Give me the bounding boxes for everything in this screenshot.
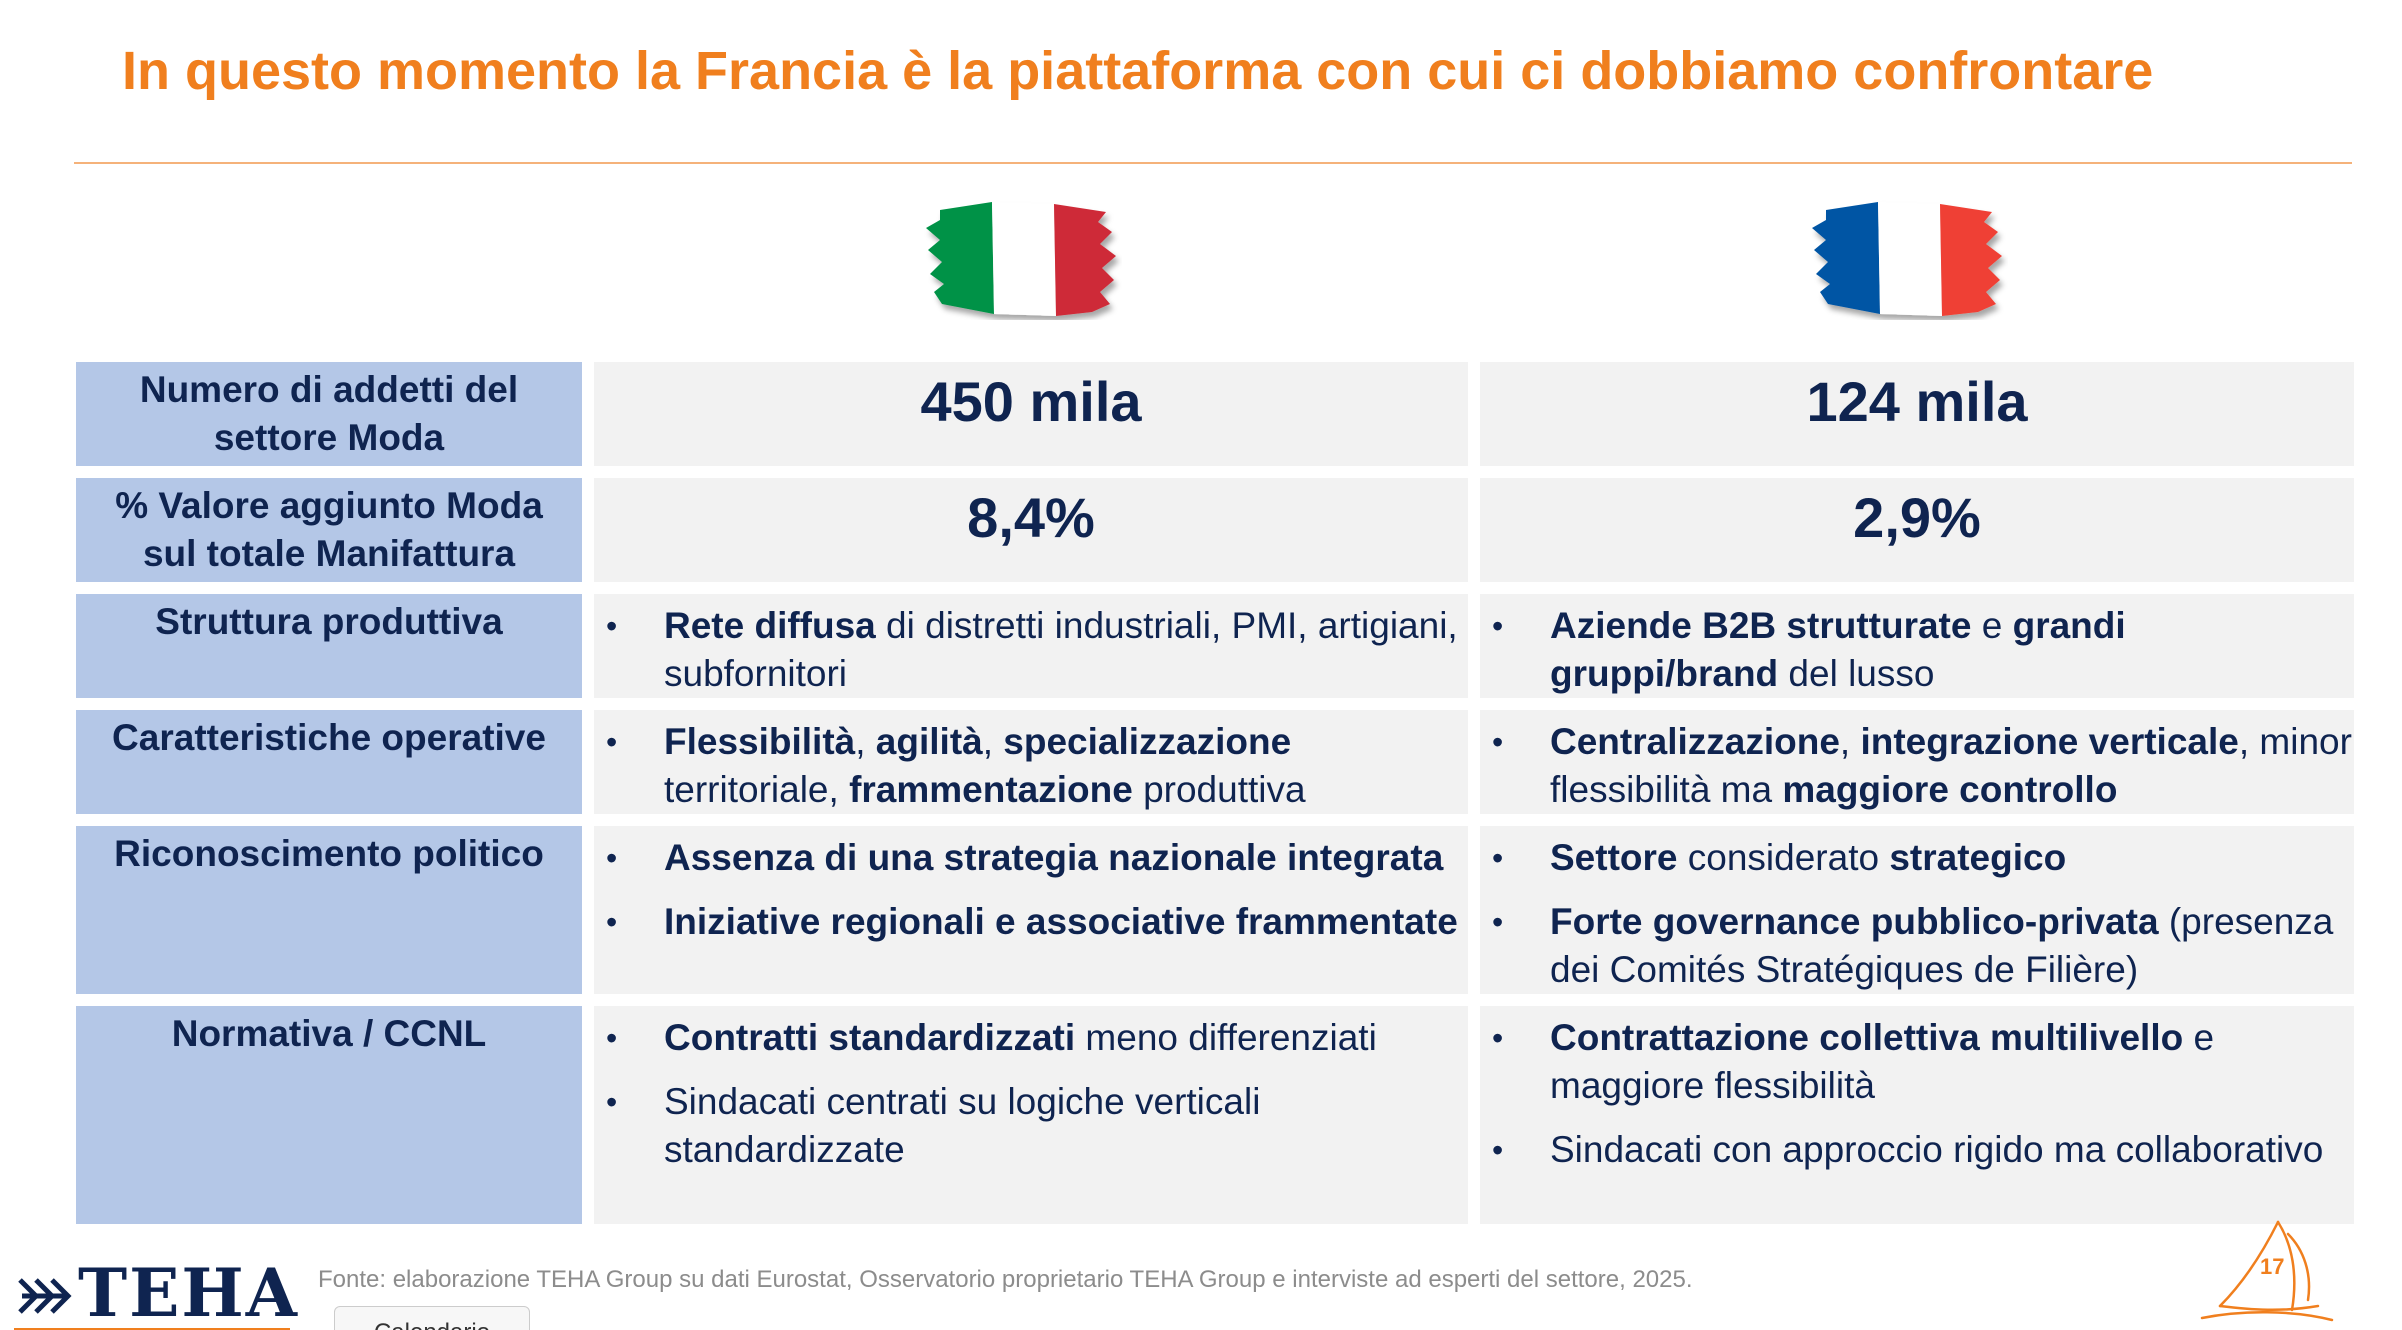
bullet-item: Contrattazione collettiva multilivello e…	[1480, 1014, 2354, 1110]
slide-title: In questo momento la Francia è la piatta…	[122, 41, 2154, 101]
france-flag-icon	[1812, 202, 2002, 316]
row-label: Struttura produttiva	[76, 594, 582, 698]
italy-bullets: Contratti standardizzati meno differenzi…	[594, 1006, 1468, 1174]
teha-mark-icon	[18, 1278, 72, 1314]
bullet-item: Settore considerato strategico	[1480, 834, 2354, 882]
row-label: % Valore aggiunto Moda sul totale Manifa…	[76, 478, 582, 582]
italy-value: 8,4%	[967, 486, 1095, 549]
france-cell: Settore considerato strategico Forte gove…	[1480, 826, 2354, 994]
bullet-item: Centralizzazione, integrazione verticale…	[1480, 718, 2354, 814]
title-divider	[74, 162, 2352, 164]
table-row: Numero di addetti del settore Moda 450 m…	[76, 362, 2354, 466]
france-value: 124 mila	[1806, 370, 2028, 433]
sailboat-icon	[2200, 1220, 2334, 1322]
bullet-item: Assenza di una strategia nazionale integ…	[594, 834, 1468, 882]
italy-cell: Assenza di una strategia nazionale integ…	[594, 826, 1468, 994]
logo-underline	[14, 1328, 290, 1330]
bullet-item: Sindacati centrati su logiche verticali …	[594, 1078, 1468, 1174]
table-row: Riconoscimento politico Assenza di una s…	[76, 826, 2354, 994]
source-note: Fonte: elaborazione TEHA Group su dati E…	[318, 1266, 1693, 1293]
teha-logo: TEHA	[14, 1258, 297, 1330]
france-cell: 124 mila	[1480, 362, 2354, 466]
bullet-item: Contratti standardizzati meno differenzi…	[594, 1014, 1468, 1062]
italy-bullets: Rete diffusa di distretti industriali, P…	[594, 594, 1468, 698]
italy-bullets: Assenza di una strategia nazionale integ…	[594, 826, 1468, 946]
italy-cell: Flessibilità, agilità, specializzazione …	[594, 710, 1468, 814]
bullet-item: Iniziative regionali e associative framm…	[594, 898, 1468, 946]
table-row: Caratteristiche operative Flessibilità, …	[76, 710, 2354, 814]
bullet-item: Sindacati con approccio rigido ma collab…	[1480, 1126, 2354, 1174]
italy-cell: 8,4%	[594, 478, 1468, 582]
italy-cell: 450 mila	[594, 362, 1468, 466]
row-label: Caratteristiche operative	[76, 710, 582, 814]
france-bullets: Aziende B2B strutturate e grandi gruppi/…	[1480, 594, 2354, 698]
page-number: 17	[2260, 1254, 2285, 1279]
calendar-tab-button[interactable]: Calendario	[334, 1306, 530, 1330]
table-row: Struttura produttiva Rete diffusa di dis…	[76, 594, 2354, 698]
italy-cell: Contratti standardizzati meno differenzi…	[594, 1006, 1468, 1224]
logo-wordmark: TEHA	[78, 1254, 299, 1330]
table-row: % Valore aggiunto Moda sul totale Manifa…	[76, 478, 2354, 582]
row-label: Numero di addetti del settore Moda	[76, 362, 582, 466]
france-cell: Contrattazione collettiva multilivello e…	[1480, 1006, 2354, 1224]
italy-bullets: Flessibilità, agilità, specializzazione …	[594, 710, 1468, 814]
table-row: Normativa / CCNL Contratti standardizzat…	[76, 1006, 2354, 1224]
france-cell: Centralizzazione, integrazione verticale…	[1480, 710, 2354, 814]
bullet-item: Rete diffusa di distretti industriali, P…	[594, 602, 1468, 698]
bullet-item: Forte governance pubblico-privata (prese…	[1480, 898, 2354, 994]
italy-cell: Rete diffusa di distretti industriali, P…	[594, 594, 1468, 698]
france-bullets: Centralizzazione, integrazione verticale…	[1480, 710, 2354, 814]
france-bullets: Contrattazione collettiva multilivello e…	[1480, 1006, 2354, 1174]
row-label: Normativa / CCNL	[76, 1006, 582, 1224]
bullet-item: Flessibilità, agilità, specializzazione …	[594, 718, 1468, 814]
france-cell: 2,9%	[1480, 478, 2354, 582]
france-cell: Aziende B2B strutturate e grandi gruppi/…	[1480, 594, 2354, 698]
italy-flag-icon	[926, 202, 1116, 316]
france-bullets: Settore considerato strategico Forte gove…	[1480, 826, 2354, 994]
france-value: 2,9%	[1853, 486, 1981, 549]
row-label: Riconoscimento politico	[76, 826, 582, 994]
bullet-item: Aziende B2B strutturate e grandi gruppi/…	[1480, 602, 2354, 698]
italy-value: 450 mila	[920, 370, 1142, 433]
